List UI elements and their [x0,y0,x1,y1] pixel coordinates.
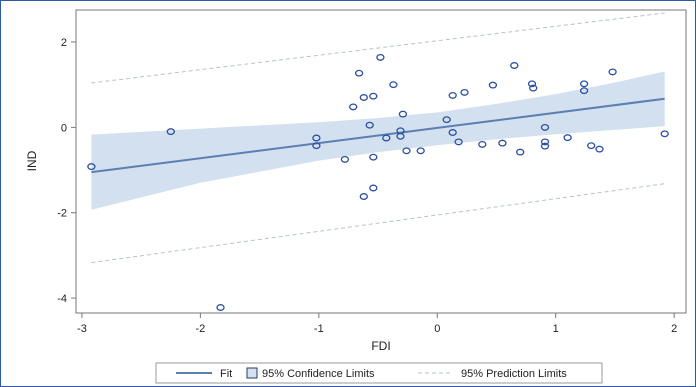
data-point [398,110,408,118]
data-point [442,116,451,124]
data-point [365,121,374,129]
data-point [402,147,411,155]
fit-line [91,97,665,174]
data-point [563,134,572,142]
data-point [369,184,378,192]
data-point [396,132,405,140]
upper-prediction-limit [91,12,665,84]
data-point [312,134,321,142]
data-point [498,139,507,147]
data-point [354,69,364,77]
legend-prediction-label: 95% Prediction Limits [461,368,567,380]
data-point [349,103,358,111]
y-tick-label: 2 [61,37,67,49]
fit-line-layer [91,97,665,174]
data-point [312,142,321,150]
legend: Fit 95% Confidence Limits 95% Prediction… [155,362,603,384]
data-point [448,129,457,136]
data-point [87,163,96,171]
legend-box [155,362,603,384]
data-point [369,153,378,161]
data-point [579,87,589,95]
data-point [608,68,617,76]
x-tick-label: 2 [671,323,677,335]
x-tick-label: -3 [77,323,87,335]
data-point [540,142,550,150]
legend-confidence-label: 95% Confidence Limits [262,368,375,380]
x-axis-title: FDI [371,339,390,353]
data-point [595,145,604,153]
data-point [540,123,550,131]
data-point [382,134,391,142]
x-tick-label: -2 [195,323,205,335]
confidence-band-layer [91,71,665,210]
plot-frame [75,9,687,314]
data-point [166,128,175,136]
y-tick-label: -4 [57,293,67,305]
data-point [340,155,350,163]
confidence-band [91,71,665,210]
y-tick-label: 0 [61,122,67,134]
data-point [448,91,457,99]
data-point [460,88,469,96]
data-point [369,92,378,100]
x-tick-label: -1 [314,323,324,335]
y-axis-title: IND [25,150,39,171]
data-point [478,140,487,148]
data-point [579,80,589,88]
data-point [359,94,368,101]
legend-fit-label: Fit [220,368,232,380]
prediction-limits-layer [91,12,665,264]
data-point [376,53,385,61]
data-point [529,84,538,92]
data-point [488,81,498,89]
data-point [587,142,596,150]
points-layer [87,53,669,311]
data-point [660,130,669,138]
lower-prediction-limit [91,183,665,264]
data-point [510,62,519,69]
data-point [359,193,368,200]
data-point [527,80,537,88]
legend-confidence-swatch [246,367,258,379]
data-point [389,81,398,89]
data-point [516,148,525,156]
y-tick-label: -2 [57,208,67,220]
x-tick-label: 0 [434,323,440,335]
y-axis: -4 -2 0 2 [57,37,76,305]
data-point [216,304,225,311]
data-point [416,147,425,155]
data-point [540,138,550,146]
data-point [454,138,463,146]
x-tick-label: 1 [553,323,559,335]
x-axis: -3 -2 -1 0 1 2 [77,313,677,335]
